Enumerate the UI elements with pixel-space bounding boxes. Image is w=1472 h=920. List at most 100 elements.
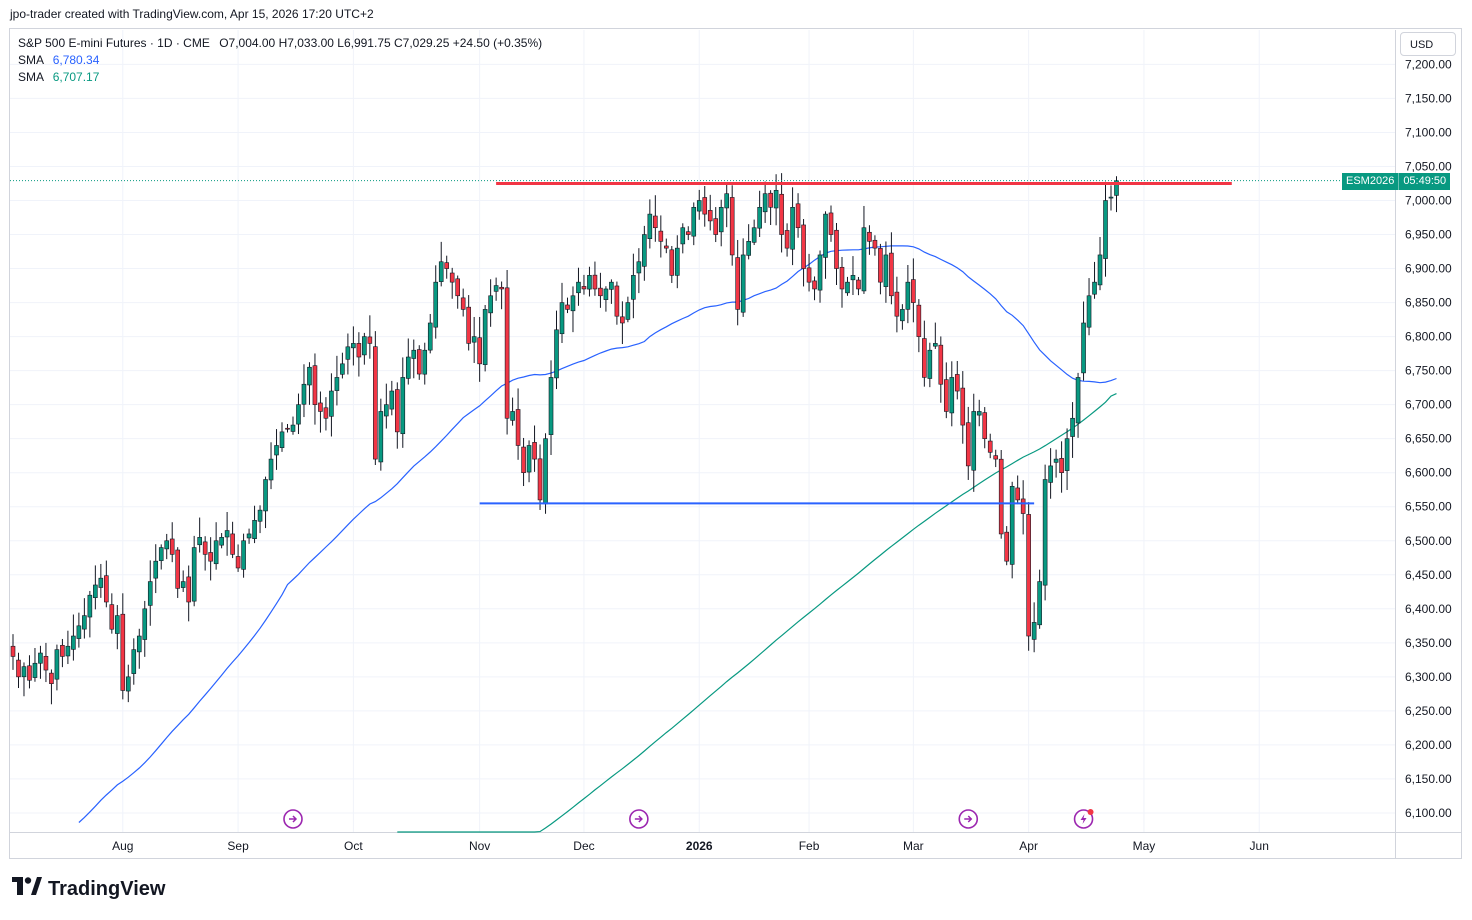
- candle-body: [191, 547, 197, 602]
- y-tick-label: 6,150.00: [1405, 772, 1452, 786]
- candle-body: [230, 533, 235, 555]
- candle-body: [812, 280, 817, 290]
- candle-body: [427, 322, 433, 351]
- x-tick-label: 2026: [686, 839, 713, 853]
- y-tick-label: 7,100.00: [1405, 125, 1452, 139]
- candle-body: [581, 286, 587, 290]
- candle-body: [943, 379, 949, 412]
- candle-body: [982, 412, 988, 439]
- candle-body: [598, 287, 603, 297]
- candle-body: [1053, 458, 1059, 463]
- sma1-label[interactable]: SMA: [18, 53, 44, 67]
- candle-body: [147, 581, 153, 606]
- candle-body: [180, 581, 186, 588]
- candle-body: [642, 234, 647, 267]
- candle-body: [285, 427, 290, 430]
- currency-selector[interactable]: USD: [1400, 32, 1456, 56]
- candle-body: [87, 594, 93, 618]
- candle-body: [334, 377, 340, 391]
- candle-body: [1108, 196, 1114, 199]
- candle-body: [351, 343, 356, 349]
- tradingview-logo[interactable]: TradingView: [12, 877, 165, 901]
- candle-body: [115, 615, 120, 634]
- candle-body: [850, 275, 856, 281]
- candle-body: [861, 227, 867, 292]
- candle-body: [482, 309, 488, 365]
- candle-body: [949, 377, 955, 414]
- symbol-title[interactable]: S&P 500 E-mini Futures · 1D · CME: [18, 36, 210, 50]
- candle-body: [647, 213, 653, 239]
- candle-body: [219, 537, 224, 546]
- candle-body: [515, 409, 521, 446]
- candle-body: [768, 192, 773, 208]
- y-tick-label: 6,100.00: [1405, 806, 1452, 820]
- y-tick-label: 6,250.00: [1405, 704, 1452, 718]
- candle-body: [296, 404, 301, 425]
- candle-body: [806, 267, 812, 283]
- candle-body: [422, 349, 428, 375]
- countdown-timer: 05:49:50: [1398, 173, 1451, 190]
- candle-body: [21, 666, 27, 678]
- candle-body: [27, 665, 32, 681]
- candle-body: [235, 556, 241, 569]
- candle-body: [526, 445, 532, 473]
- candle-body: [197, 537, 202, 546]
- candle-body: [1070, 417, 1075, 437]
- y-tick-label: 6,550.00: [1405, 500, 1452, 514]
- candle-body: [587, 275, 592, 290]
- candle-body: [691, 207, 697, 237]
- candle-body: [186, 576, 191, 603]
- candle-body: [54, 649, 60, 680]
- notification-dot: [1087, 809, 1094, 815]
- candle-body: [894, 291, 900, 317]
- arrow-icon: [634, 815, 643, 823]
- candle-body: [911, 279, 916, 303]
- candle-body: [702, 197, 708, 215]
- candle-body: [532, 442, 537, 460]
- candle-body: [938, 344, 944, 385]
- x-tick-label: Mar: [903, 839, 924, 853]
- candle-body: [823, 213, 828, 258]
- candle-body: [779, 193, 784, 235]
- candle-body: [993, 455, 999, 460]
- sma2-label[interactable]: SMA: [18, 70, 44, 84]
- candle-body: [307, 366, 312, 386]
- candle-body: [784, 230, 790, 249]
- candle-body: [839, 266, 845, 290]
- candle-body: [872, 239, 878, 249]
- candle-body: [856, 279, 861, 290]
- candle-body: [965, 422, 971, 467]
- y-tick-label: 6,500.00: [1405, 534, 1452, 548]
- candle-body: [1004, 531, 1009, 562]
- candle-body: [460, 297, 466, 310]
- candle-body: [268, 458, 274, 481]
- candle-body: [241, 540, 246, 570]
- candle-body: [394, 389, 400, 433]
- x-tick-label: Dec: [573, 839, 594, 853]
- candle-body: [669, 249, 675, 276]
- candle-body: [356, 343, 362, 358]
- candle-body: [795, 203, 801, 229]
- symbol-badge: ESM2026: [1342, 173, 1399, 190]
- candle-body: [10, 645, 16, 657]
- candle-body: [751, 227, 757, 243]
- candle-body: [570, 295, 576, 312]
- candle-body: [120, 613, 126, 691]
- candle-body: [60, 644, 65, 657]
- candle-body: [493, 285, 499, 292]
- candle-body: [38, 652, 43, 664]
- candle-body: [290, 424, 296, 432]
- candle-body: [257, 509, 263, 522]
- candle-body: [175, 549, 180, 589]
- candle-body: [1097, 254, 1103, 286]
- candle-body: [329, 390, 334, 417]
- candle-body: [878, 248, 883, 283]
- candle-body: [471, 336, 477, 343]
- candle-body: [405, 356, 411, 379]
- candle-body: [614, 285, 620, 317]
- y-tick-label: 6,700.00: [1405, 398, 1452, 412]
- candle-body: [658, 230, 664, 242]
- candle-body: [729, 197, 735, 256]
- candle-body: [169, 538, 175, 555]
